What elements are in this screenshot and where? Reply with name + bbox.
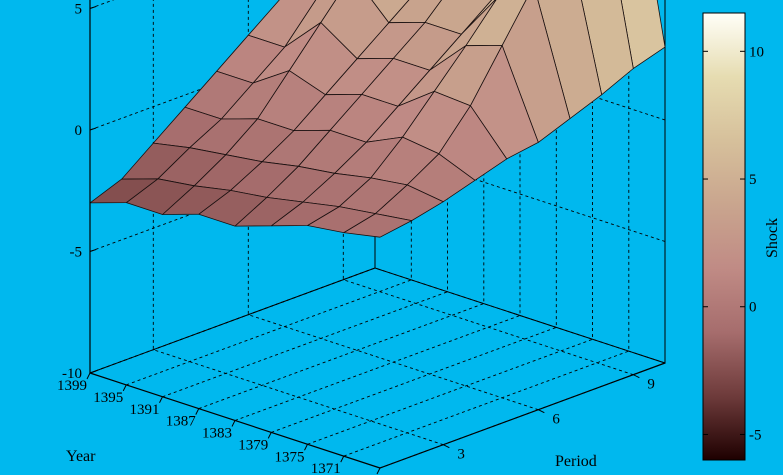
surface-mesh	[89, 0, 666, 238]
colorbar: -5 0 5 10 Shock	[702, 12, 781, 461]
period-tick-label: 3	[457, 447, 465, 463]
year-tick-mark	[195, 408, 200, 415]
side-wall	[89, 0, 376, 374]
year-tick-label: 1375	[275, 449, 305, 465]
colorbar-tick-label: 10	[749, 44, 764, 60]
back-wall	[374, 0, 666, 364]
colorbar-gradient	[702, 12, 746, 461]
period-axis-label: Period	[555, 453, 597, 470]
year-tick-label: 1391	[130, 402, 160, 418]
year-tick-mark	[376, 467, 381, 475]
surface-patch	[371, 0, 410, 24]
period-tick-mark	[443, 444, 450, 449]
colorbar-tick-label: 0	[749, 300, 757, 316]
year-tick-mark	[340, 455, 345, 463]
z-tick-mark	[89, 127, 97, 131]
z-tick-label: 5	[75, 2, 83, 18]
year-tick-label: 1395	[93, 390, 123, 406]
z-tick-label: -5	[70, 245, 83, 261]
year-tick-mark	[159, 396, 163, 403]
colorbar-tick-label: 5	[749, 172, 757, 188]
surface-patch	[581, 0, 634, 96]
colorbar-tick-label: -5	[749, 427, 762, 443]
tick-labels: -10-505101513991395139113871383137913751…	[57, 2, 655, 475]
z-tick-mark	[89, 249, 97, 252]
period-tick-mark	[538, 409, 545, 414]
year-tick-mark	[267, 432, 272, 439]
year-tick-mark	[304, 444, 308, 451]
year-axis-label: Year	[66, 448, 96, 465]
colorbar-label: Shock	[764, 218, 781, 258]
z-tick-mark	[89, 370, 97, 374]
period-tick-mark	[633, 374, 640, 379]
z-tick-label: 0	[75, 123, 83, 139]
year-tick-mark	[122, 384, 127, 392]
period-tick-label: 6	[552, 412, 560, 428]
year-tick-label: 1383	[202, 426, 232, 442]
year-tick-mark	[86, 372, 91, 380]
period-tick-label: 9	[647, 377, 655, 393]
year-tick-label: 1367	[347, 473, 378, 475]
z-tick-label: -10	[62, 366, 82, 382]
z-tick-mark	[89, 6, 97, 9]
year-tick-label: 1387	[166, 414, 197, 430]
period-axis-line	[379, 362, 666, 469]
colorbar-ticks: -5 0 5 10	[703, 44, 764, 443]
year-tick-label: 1371	[311, 461, 341, 475]
surface-patch	[620, 0, 666, 69]
year-tick-mark	[231, 420, 236, 427]
year-tick-label: 1379	[238, 437, 268, 453]
axes-walls	[89, 0, 666, 374]
surface-patch	[89, 178, 159, 204]
year-tick-label: 1399	[57, 378, 87, 394]
